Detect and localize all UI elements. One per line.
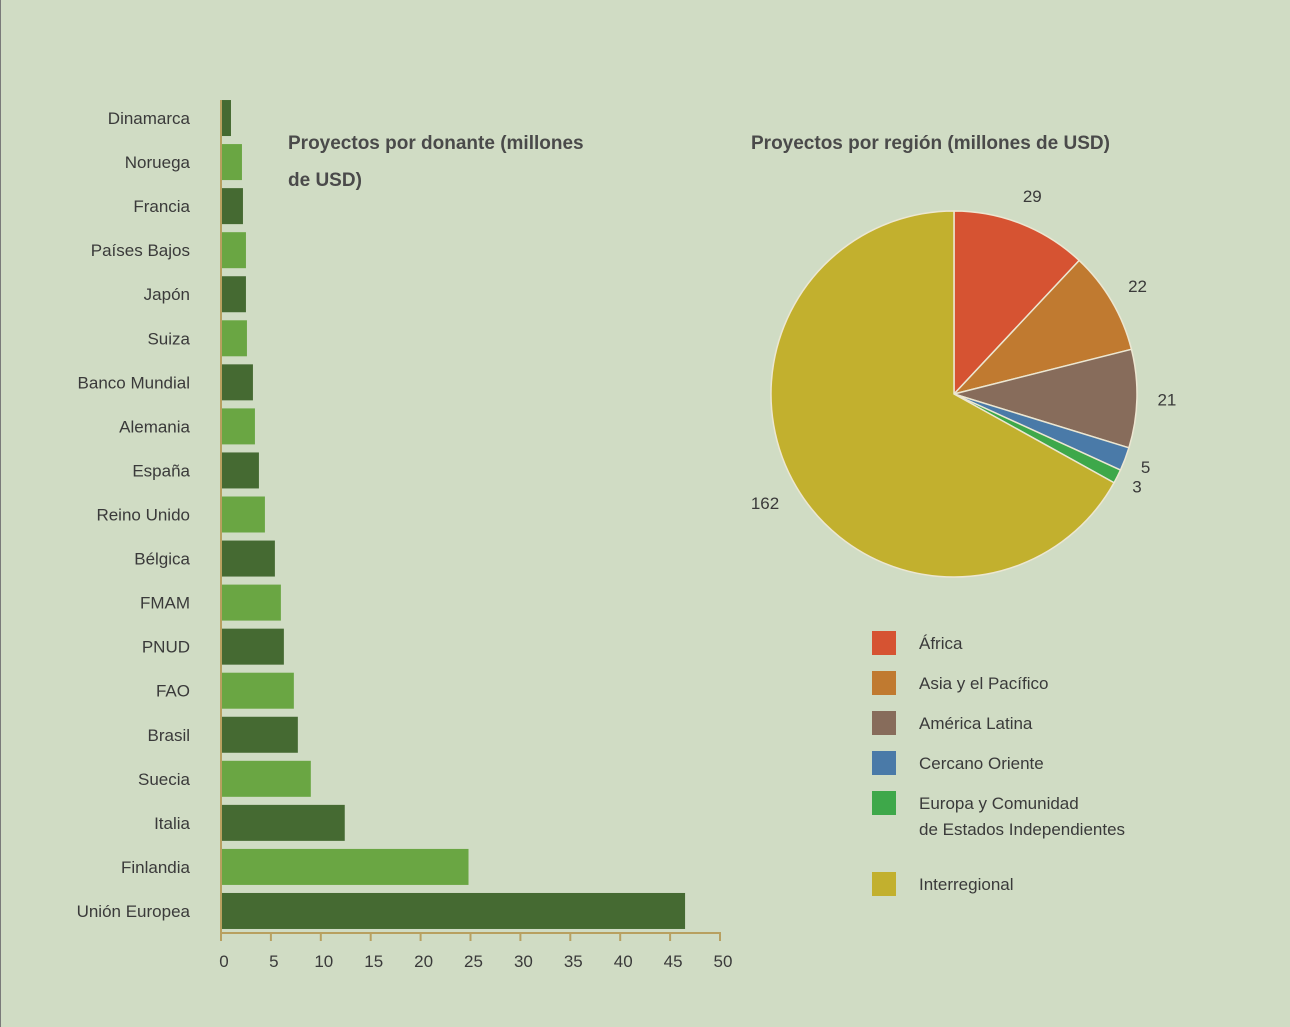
category-label: Países Bajos	[91, 241, 190, 260]
slice-value-label: 162	[751, 494, 779, 513]
bar-5	[222, 320, 247, 357]
legend-swatch-3	[872, 751, 896, 775]
category-label: Francia	[133, 197, 190, 216]
legend-label: Interregional	[919, 875, 1014, 894]
legend-label: Europa y Comunidad de Estados Independien…	[919, 794, 1125, 839]
legend-swatch-4	[872, 791, 896, 815]
x-tick-label: 50	[714, 952, 733, 971]
x-tick-label: 25	[464, 952, 483, 971]
legend-label: Cercano Oriente	[919, 754, 1044, 773]
donor-bar-chart: Dinamarca Noruega Francia Países Bajos Japón…	[77, 100, 733, 971]
region-pie-chart: Proyectos por región (millones de USD) 29…	[751, 133, 1176, 578]
category-label: Bélgica	[134, 550, 190, 569]
bar-12	[222, 628, 284, 665]
category-label: Japón	[144, 285, 190, 304]
pie-chart-title: Proyectos por región (millones de USD)	[751, 133, 1110, 154]
bar-11	[222, 584, 281, 621]
bar-0	[222, 100, 231, 137]
bar-18	[222, 892, 686, 929]
bar-10	[222, 540, 275, 577]
slice-value-label: 21	[1157, 391, 1176, 410]
legend-label: Asia y el Pacífico	[919, 674, 1048, 693]
category-label: Suiza	[147, 329, 190, 348]
category-label: Noruega	[125, 153, 191, 172]
region-legend: África Asia y el Pacífico América Latina Ce…	[872, 631, 1125, 896]
x-tick-label: 0	[219, 952, 228, 971]
pie-slice-1	[953, 259, 1133, 395]
bar-3	[222, 232, 246, 269]
category-label: Brasil	[147, 726, 190, 745]
bar-9	[222, 496, 265, 533]
category-label: Banco Mundial	[78, 373, 190, 392]
bar-2	[222, 188, 243, 225]
slice-value-label: 3	[1132, 477, 1141, 496]
category-label: Suecia	[138, 770, 191, 789]
bar-chart-title: de USD)	[288, 170, 362, 191]
slice-value-label: 22	[1128, 277, 1147, 296]
legend-swatch-2	[872, 711, 896, 735]
x-tick-label: 40	[614, 952, 633, 971]
x-tick-label: 30	[514, 952, 533, 971]
bar-1	[222, 144, 242, 181]
category-label: España	[132, 461, 190, 480]
category-label: Alemania	[119, 417, 190, 436]
x-tick-label: 10	[314, 952, 333, 971]
bar-6	[222, 364, 253, 401]
bar-15	[222, 760, 311, 797]
legend-swatch-1	[872, 671, 896, 695]
legend-label: América Latina	[919, 714, 1033, 733]
legend-swatch-0	[872, 631, 896, 655]
bar-4	[222, 276, 246, 313]
bar-7	[222, 408, 255, 445]
category-label: PNUD	[142, 638, 190, 657]
bar-14	[222, 716, 298, 753]
pie-slice-2	[953, 348, 1138, 449]
pie-slice-5	[770, 210, 1115, 578]
bar-8	[222, 452, 259, 489]
x-tick-label: 15	[364, 952, 383, 971]
category-label: Unión Europea	[77, 902, 191, 921]
category-label: FAO	[156, 682, 190, 701]
x-tick-label: 35	[564, 952, 583, 971]
x-tick-label: 45	[664, 952, 683, 971]
category-label: Finlandia	[121, 858, 191, 877]
slice-value-label: 5	[1141, 458, 1150, 477]
legend-swatch-5	[872, 872, 896, 896]
pie-slice-0	[953, 210, 1080, 395]
category-label: Italia	[154, 814, 190, 833]
bar-13	[222, 672, 294, 709]
bar-chart-title: Proyectos por donante (millones	[288, 133, 584, 154]
bar-16	[222, 804, 345, 841]
slice-value-label: 29	[1023, 187, 1042, 206]
bar-17	[222, 848, 469, 885]
category-label: FMAM	[140, 594, 190, 613]
x-tick-label: 20	[414, 952, 433, 971]
category-label: Dinamarca	[108, 109, 191, 128]
x-tick-label: 5	[269, 952, 278, 971]
category-label: Reino Unido	[96, 506, 190, 525]
legend-label: África	[919, 634, 963, 653]
